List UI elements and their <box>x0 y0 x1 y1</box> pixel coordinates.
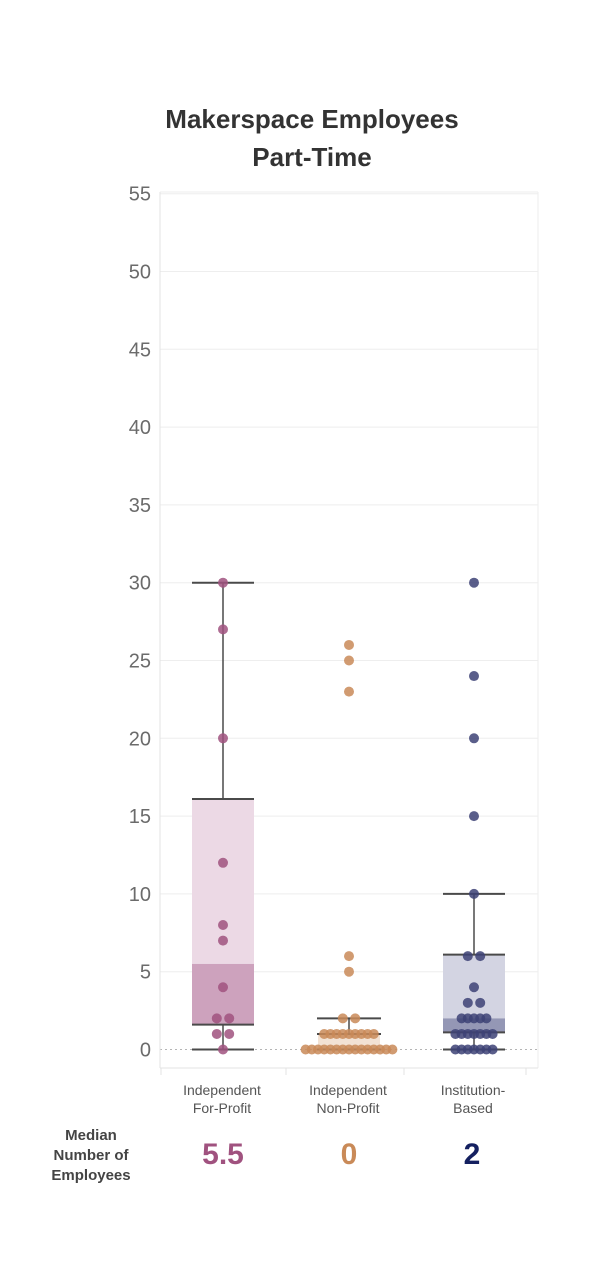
box-plot-chart: 0 5 10 15 20 25 30 35 40 45 50 55 Independent For-Pr… <box>129 184 539 1116</box>
data-point <box>218 624 228 635</box>
data-point <box>211 1013 222 1024</box>
data-point <box>344 686 354 697</box>
box-0 <box>192 581 254 1051</box>
y-tick-label: 0 <box>140 1040 151 1062</box>
x-category-label: Independent <box>183 1082 261 1098</box>
data-point <box>475 997 486 1008</box>
y-tick-label: 35 <box>129 495 151 517</box>
data-point <box>469 811 479 822</box>
data-point <box>211 1028 222 1039</box>
axes: 0 5 10 15 20 25 30 35 40 45 50 55 <box>129 184 538 1075</box>
data-point <box>218 920 228 931</box>
x-category-label: Independent <box>309 1082 387 1098</box>
chart-title-line: Makerspace Employees <box>165 104 459 134</box>
chart-subtitle-line: Part-Time <box>252 142 372 172</box>
median-value-non-profit: 0 <box>340 1138 358 1171</box>
y-tick-label: 40 <box>129 417 151 439</box>
data-point <box>487 1044 498 1055</box>
data-point <box>344 655 354 666</box>
x-category-label: Institution- <box>441 1082 506 1098</box>
y-tick-label: 20 <box>129 728 151 750</box>
data-point <box>469 888 479 899</box>
box-2 <box>443 892 505 1051</box>
median-value-for-profit: 5.5 <box>202 1138 244 1171</box>
data-point <box>218 577 228 588</box>
median-label-line: Median <box>65 1127 117 1144</box>
data-point <box>218 1044 228 1055</box>
data-point <box>224 1013 235 1024</box>
y-tick-label: 25 <box>129 651 151 673</box>
data-point <box>218 935 228 946</box>
data-point <box>487 1028 498 1039</box>
y-tick-label: 5 <box>140 962 151 984</box>
data-point <box>462 997 473 1008</box>
x-category-label: Based <box>453 1100 493 1116</box>
median-row-label: Median Number of Employees <box>36 1126 146 1186</box>
chart-title: Makerspace Employees Part-Time <box>0 100 594 176</box>
data-points <box>211 577 498 1055</box>
data-point <box>224 1028 235 1039</box>
median-label-line: Number of <box>53 1147 129 1164</box>
data-point <box>469 982 479 993</box>
data-point <box>387 1044 398 1055</box>
data-point <box>337 1013 348 1024</box>
data-point <box>481 1013 492 1024</box>
x-category-label: For-Profit <box>193 1100 251 1116</box>
data-point <box>368 1028 379 1039</box>
data-point <box>218 733 228 744</box>
category-labels: Independent For-Profit Independent Non-Prof… <box>183 1082 506 1116</box>
data-point <box>218 982 228 993</box>
y-tick-label: 55 <box>129 184 151 206</box>
box-lower-quartile <box>192 963 254 1025</box>
data-point <box>469 577 479 588</box>
y-tick-label: 50 <box>129 262 151 284</box>
data-point <box>344 966 354 977</box>
y-tick-label: 10 <box>129 884 151 906</box>
data-point <box>344 639 354 650</box>
data-point <box>218 857 228 868</box>
data-point <box>469 733 479 744</box>
data-point <box>475 951 486 962</box>
data-point <box>350 1013 361 1024</box>
median-value-institution: 2 <box>463 1138 481 1171</box>
y-tick-label: 30 <box>129 573 151 595</box>
median-label-line: Employees <box>51 1167 131 1184</box>
data-point <box>462 951 473 962</box>
data-point <box>469 671 479 682</box>
data-point <box>344 951 354 962</box>
y-tick-label: 45 <box>129 339 151 361</box>
y-tick-label: 15 <box>129 806 151 828</box>
x-category-label: Non-Profit <box>316 1100 379 1116</box>
